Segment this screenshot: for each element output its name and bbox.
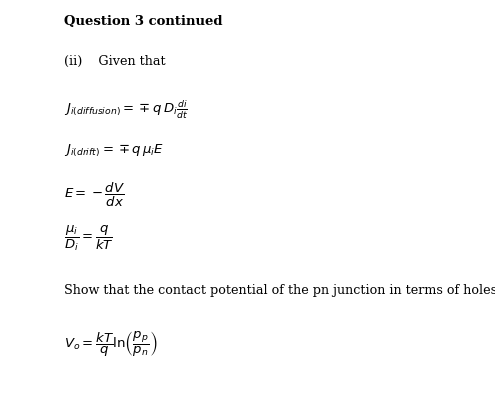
Text: $V_o = \dfrac{kT}{q}\ln\!\left(\dfrac{p_p}{p_n}\right)$: $V_o = \dfrac{kT}{q}\ln\!\left(\dfrac{p_… (64, 330, 158, 359)
Text: $E = -\dfrac{dV}{dx}$: $E = -\dfrac{dV}{dx}$ (64, 181, 126, 209)
Text: Show that the contact potential of the pn junction in terms of holes is: Show that the contact potential of the p… (64, 284, 495, 297)
Text: Question 3 continued: Question 3 continued (64, 16, 223, 28)
Text: $J_{i(drift)} = \mp q\, \mu_i E$: $J_{i(drift)} = \mp q\, \mu_i E$ (64, 143, 164, 159)
Text: $J_{i(diffusion)} = \mp q\, D_i \frac{di}{dt}$: $J_{i(diffusion)} = \mp q\, D_i \frac{di… (64, 98, 189, 121)
Text: (ii)    Given that: (ii) Given that (64, 55, 166, 68)
Text: $\dfrac{\mu_i}{D_i} = \dfrac{q}{kT}$: $\dfrac{\mu_i}{D_i} = \dfrac{q}{kT}$ (64, 224, 114, 254)
